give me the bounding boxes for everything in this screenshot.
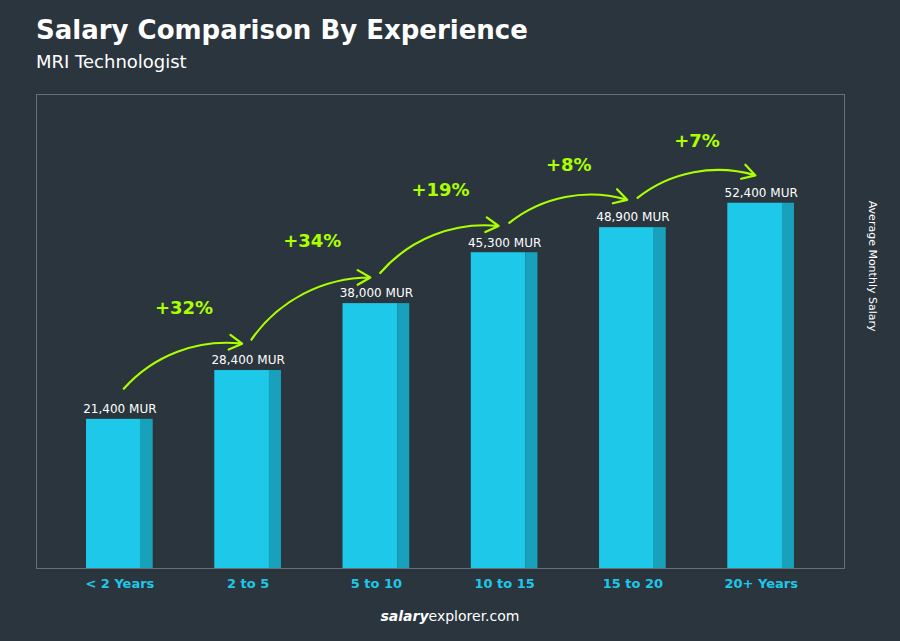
svg-text:48,900 MUR: 48,900 MUR	[596, 210, 669, 224]
svg-text:+8%: +8%	[546, 154, 592, 175]
svg-text:45,300 MUR: 45,300 MUR	[468, 236, 541, 250]
svg-text:+19%: +19%	[411, 179, 469, 200]
svg-text:+32%: +32%	[155, 297, 213, 318]
svg-text:15 to 20: 15 to 20	[603, 576, 663, 591]
html-text:Salary Comparison By Experienc: Salary Comparison By Experience	[36, 15, 528, 45]
svg-text:10 to 15: 10 to 15	[474, 576, 534, 591]
svg-text:< 2 Years: < 2 Years	[85, 576, 154, 591]
svg-text:21,400 MUR: 21,400 MUR	[83, 402, 156, 416]
svg-text:28,400 MUR: 28,400 MUR	[211, 353, 284, 367]
svg-text:38,000 MUR: 38,000 MUR	[340, 286, 413, 300]
svg-text:+34%: +34%	[283, 230, 341, 251]
svg-text:20+ Years: 20+ Years	[724, 576, 798, 591]
svg-text:52,400 MUR: 52,400 MUR	[724, 186, 797, 200]
svg-text:2 to 5: 2 to 5	[227, 576, 269, 591]
svg-text:+7%: +7%	[674, 130, 720, 151]
svg-text:Average Monthly Salary: Average Monthly Salary	[866, 201, 879, 332]
svg-text:5 to 10: 5 to 10	[351, 576, 402, 591]
html-text:salary explorer.com: salary explorer.com	[380, 608, 520, 624]
html-text:MRI Technologist: MRI Technologist	[36, 51, 187, 72]
